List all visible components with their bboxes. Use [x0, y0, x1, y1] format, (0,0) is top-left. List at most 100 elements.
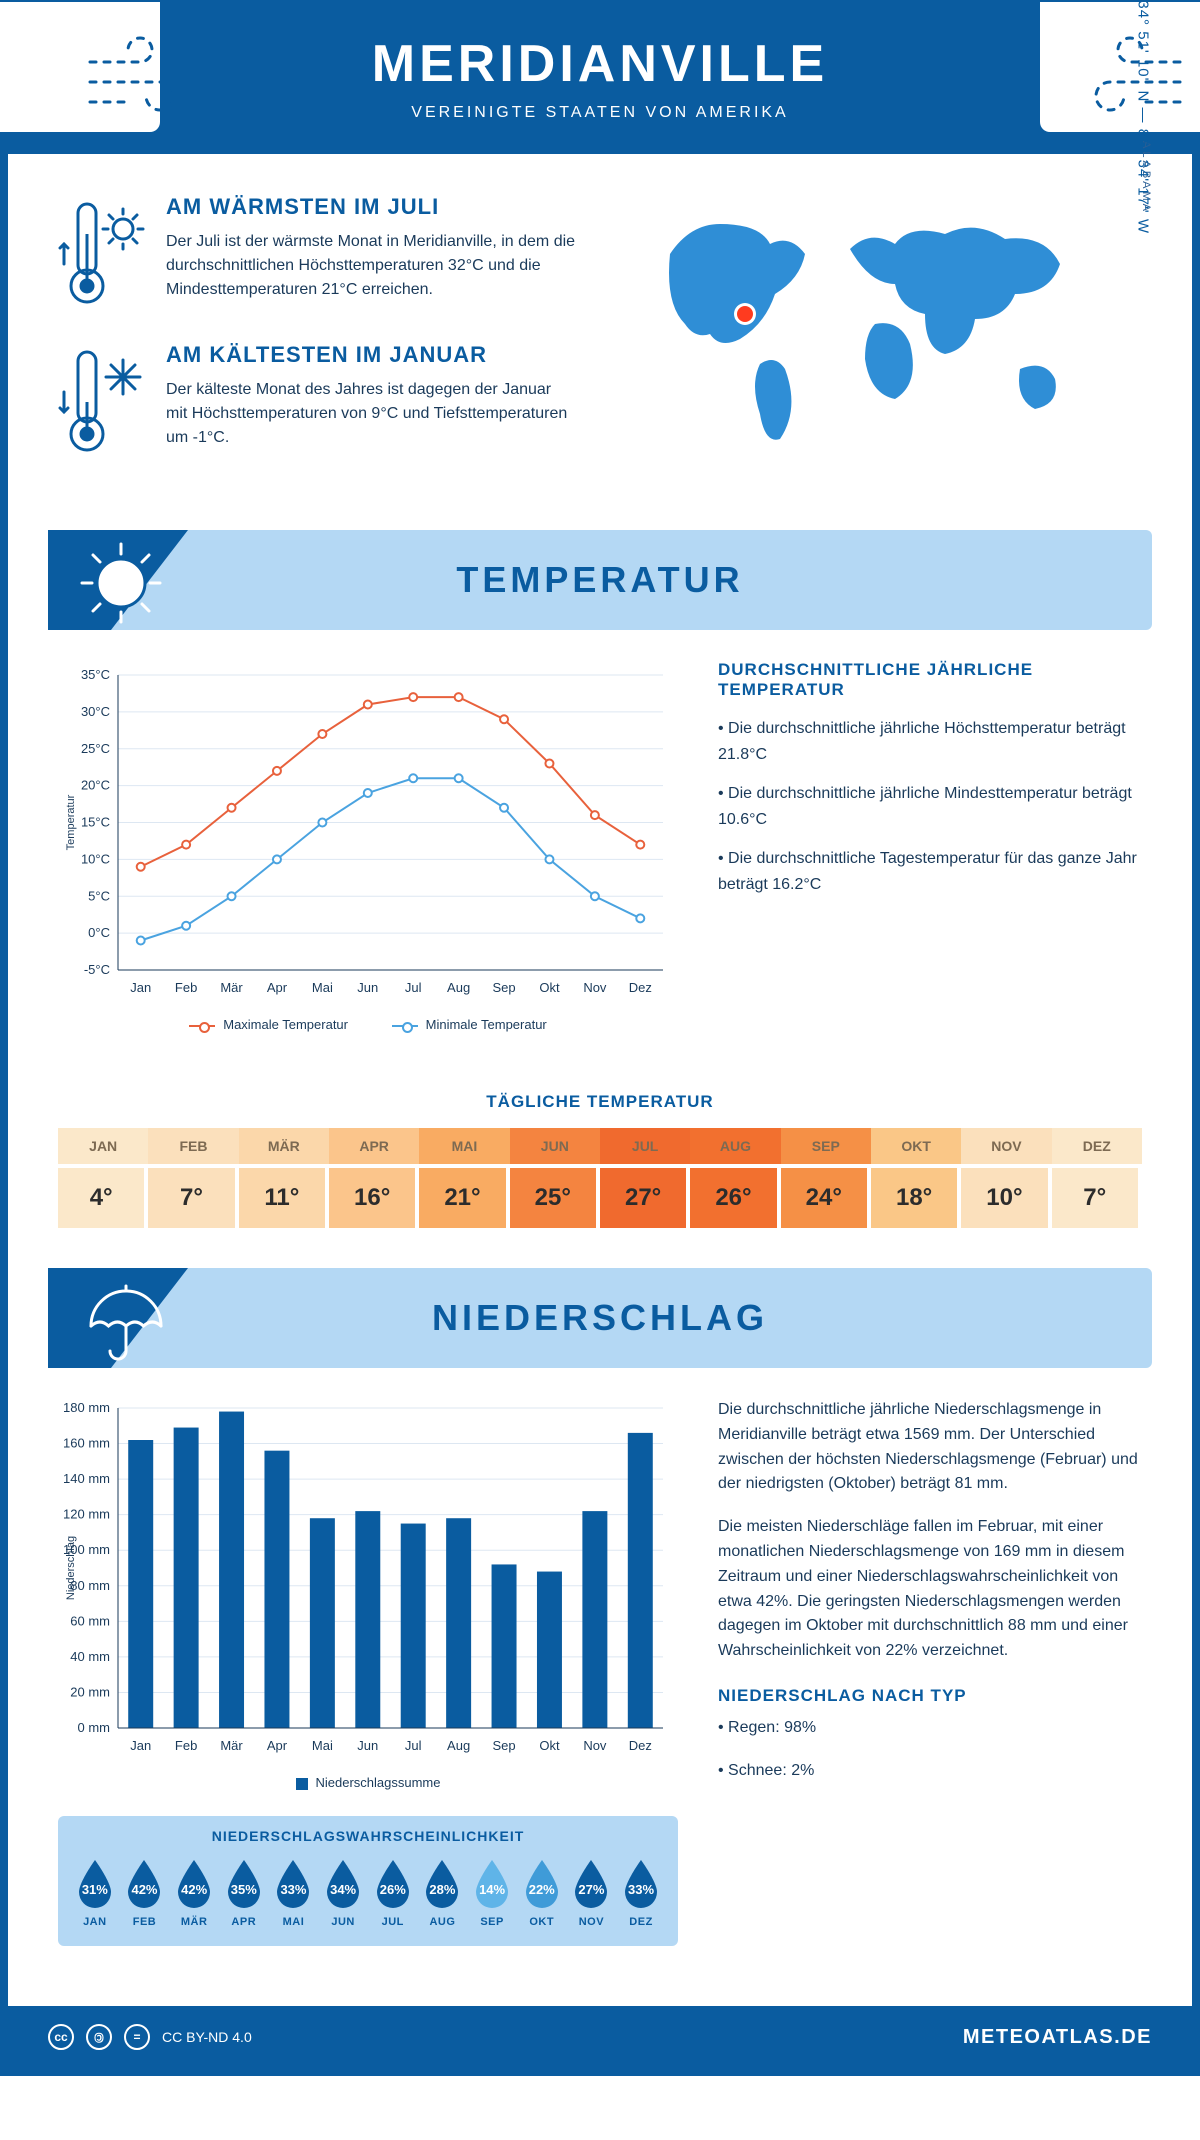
- svg-text:25°C: 25°C: [81, 741, 110, 756]
- svg-text:140 mm: 140 mm: [63, 1471, 110, 1486]
- svg-text:0°C: 0°C: [88, 925, 110, 940]
- avg-temp-b3: • Die durchschnittliche Tagestemperatur …: [718, 846, 1142, 897]
- coldest-heading: AM KÄLTESTEN IM JANUAR: [166, 342, 576, 368]
- prob-month-label: FEB: [122, 1916, 166, 1928]
- daily-temp-cell: OKT18°: [871, 1128, 961, 1228]
- avg-temp-b2: • Die durchschnittliche jährliche Mindes…: [718, 781, 1142, 832]
- svg-text:Jul: Jul: [405, 980, 422, 995]
- raindrop-icon: 34%: [321, 1858, 365, 1910]
- svg-text:Jun: Jun: [357, 980, 378, 995]
- svg-text:10°C: 10°C: [81, 851, 110, 866]
- svg-text:Mai: Mai: [312, 980, 333, 995]
- precip-type-1: • Regen: 98%: [718, 1716, 1142, 1741]
- svg-text:Okt: Okt: [539, 1738, 560, 1753]
- daily-month-label: SEP: [781, 1128, 871, 1168]
- wind-icon: [80, 22, 210, 132]
- daily-month-label: MÄR: [239, 1128, 329, 1168]
- svg-text:Feb: Feb: [175, 1738, 197, 1753]
- precip-prob-item: 14%SEP: [470, 1858, 514, 1928]
- legend-max: Maximale Temperatur: [223, 1017, 348, 1032]
- nd-icon: =: [124, 2024, 150, 2050]
- daily-month-label: MAI: [419, 1128, 509, 1168]
- svg-text:120 mm: 120 mm: [63, 1507, 110, 1522]
- daily-temp-cell: JAN4°: [58, 1128, 148, 1228]
- daily-month-label: FEB: [148, 1128, 238, 1168]
- daily-temp-value: 18°: [871, 1168, 961, 1228]
- header: MERIDIANVILLE VEREINIGTE STAATEN VON AME…: [8, 8, 1192, 154]
- wind-icon: [1060, 22, 1190, 132]
- temperature-chart: -5°C0°C5°C10°C15°C20°C25°C30°C35°CJanFeb…: [58, 660, 678, 1032]
- svg-text:Jan: Jan: [130, 1738, 151, 1753]
- prob-month-label: MÄR: [172, 1916, 216, 1928]
- precip-prob-item: 35%APR: [222, 1858, 266, 1928]
- daily-temp-cell: JUN25°: [510, 1128, 600, 1228]
- daily-month-label: JUL: [600, 1128, 690, 1168]
- thermometer-hot-icon: [58, 194, 148, 314]
- daily-temp-cell: APR16°: [329, 1128, 419, 1228]
- svg-text:Okt: Okt: [539, 980, 560, 995]
- daily-temp-cell: AUG26°: [690, 1128, 780, 1228]
- license-label: CC BY-ND 4.0: [162, 2029, 252, 2045]
- coldest-text: Der kälteste Monat des Jahres ist dagege…: [166, 378, 576, 450]
- svg-text:Feb: Feb: [175, 980, 197, 995]
- svg-text:Jun: Jun: [357, 1738, 378, 1753]
- raindrop-icon: 42%: [172, 1858, 216, 1910]
- thermometer-cold-icon: [58, 342, 148, 462]
- prob-month-label: MAI: [271, 1916, 315, 1928]
- precip-prob-item: 27%NOV: [569, 1858, 613, 1928]
- daily-month-label: AUG: [690, 1128, 780, 1168]
- site-label: METEOATLAS.DE: [963, 2026, 1152, 2049]
- temperature-banner: TEMPERATUR: [48, 530, 1152, 630]
- svg-text:Apr: Apr: [267, 980, 288, 995]
- svg-text:Jul: Jul: [405, 1738, 422, 1753]
- daily-month-label: JAN: [58, 1128, 148, 1168]
- prob-month-label: DEZ: [619, 1916, 663, 1928]
- sun-icon: [76, 538, 166, 628]
- precip-chart: 0 mm20 mm40 mm60 mm80 mm100 mm120 mm140 …: [58, 1398, 678, 1758]
- precip-text-1: Die durchschnittliche jährliche Niedersc…: [718, 1398, 1142, 1497]
- coldest-block: AM KÄLTESTEN IM JANUAR Der kälteste Mona…: [58, 342, 610, 462]
- precip-text-2: Die meisten Niederschläge fallen im Febr…: [718, 1515, 1142, 1664]
- precip-legend: Niederschlagssumme: [316, 1775, 441, 1790]
- svg-text:Dez: Dez: [629, 1738, 652, 1753]
- daily-temp-value: 16°: [329, 1168, 419, 1228]
- daily-temp-strip: JAN4°FEB7°MÄR11°APR16°MAI21°JUN25°JUL27°…: [58, 1128, 1142, 1228]
- avg-temp-heading: DURCHSCHNITTLICHE JÄHRLICHE TEMPERATUR: [718, 660, 1142, 700]
- precip-prob-item: 33% DEZ: [619, 1858, 663, 1928]
- daily-temp-cell: DEZ7°: [1052, 1128, 1142, 1228]
- raindrop-icon: 26%: [371, 1858, 415, 1910]
- temperature-heading: TEMPERATUR: [48, 559, 1152, 601]
- precip-heading: NIEDERSCHLAG: [48, 1297, 1152, 1339]
- precip-prob-item: 26% JUL: [371, 1858, 415, 1928]
- prob-month-label: JUL: [371, 1916, 415, 1928]
- daily-temp-cell: MÄR11°: [239, 1128, 329, 1228]
- cc-icon: cc: [48, 2024, 74, 2050]
- precip-prob-item: 33% MAI: [271, 1858, 315, 1928]
- daily-month-label: JUN: [510, 1128, 600, 1168]
- raindrop-icon: 33%: [619, 1858, 663, 1910]
- svg-text:Temperatur: Temperatur: [65, 794, 77, 850]
- svg-text:Sep: Sep: [492, 980, 515, 995]
- precip-prob-heading: NIEDERSCHLAGSWAHRSCHEINLICHKEIT: [70, 1828, 666, 1844]
- svg-text:180 mm: 180 mm: [63, 1400, 110, 1415]
- precip-banner: NIEDERSCHLAG: [48, 1268, 1152, 1368]
- precip-prob-item: 28%AUG: [420, 1858, 464, 1928]
- svg-text:Aug: Aug: [447, 980, 470, 995]
- precip-prob-item: 31%JAN: [73, 1858, 117, 1928]
- daily-temp-cell: NOV10°: [961, 1128, 1051, 1228]
- raindrop-icon: 42%: [122, 1858, 166, 1910]
- svg-text:Jan: Jan: [130, 980, 151, 995]
- svg-text:Dez: Dez: [629, 980, 652, 995]
- precip-prob-item: 22%OKT: [520, 1858, 564, 1928]
- daily-temp-cell: SEP24°: [781, 1128, 871, 1228]
- svg-text:0 mm: 0 mm: [78, 1720, 111, 1735]
- daily-month-label: NOV: [961, 1128, 1051, 1168]
- daily-month-label: APR: [329, 1128, 419, 1168]
- precip-prob-item: 42% FEB: [122, 1858, 166, 1928]
- daily-temp-heading: TÄGLICHE TEMPERATUR: [8, 1092, 1192, 1112]
- raindrop-icon: 14%: [470, 1858, 514, 1910]
- prob-month-label: JUN: [321, 1916, 365, 1928]
- intro-section: AM WÄRMSTEN IM JULI Der Juli ist der wär…: [8, 154, 1192, 520]
- daily-month-label: DEZ: [1052, 1128, 1142, 1168]
- raindrop-icon: 33%: [271, 1858, 315, 1910]
